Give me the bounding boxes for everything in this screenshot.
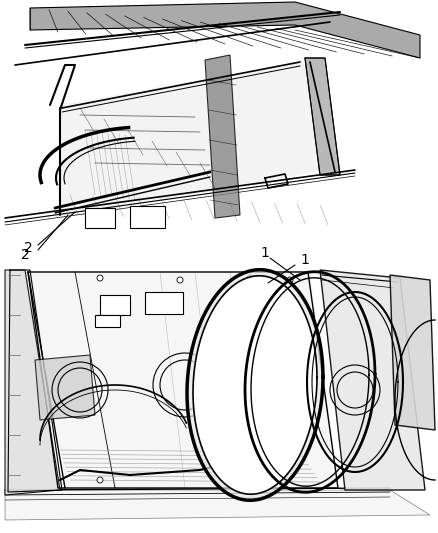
Polygon shape xyxy=(5,270,60,495)
Polygon shape xyxy=(187,270,323,500)
Polygon shape xyxy=(25,270,340,490)
Polygon shape xyxy=(390,275,435,430)
Text: 1: 1 xyxy=(261,246,269,260)
Circle shape xyxy=(97,477,103,483)
Polygon shape xyxy=(30,2,420,58)
Text: 2: 2 xyxy=(21,248,29,262)
Circle shape xyxy=(287,277,293,283)
Circle shape xyxy=(247,275,253,281)
Polygon shape xyxy=(205,55,240,218)
Text: 2: 2 xyxy=(24,241,32,255)
Circle shape xyxy=(97,275,103,281)
Polygon shape xyxy=(305,58,340,175)
Polygon shape xyxy=(193,276,317,494)
FancyBboxPatch shape xyxy=(130,206,165,228)
Circle shape xyxy=(247,479,253,485)
Bar xyxy=(95,315,120,327)
Bar xyxy=(100,295,130,315)
Polygon shape xyxy=(60,60,335,215)
Polygon shape xyxy=(35,355,95,420)
Polygon shape xyxy=(320,270,425,490)
Circle shape xyxy=(177,277,183,283)
Bar xyxy=(145,292,183,314)
Polygon shape xyxy=(5,490,430,520)
FancyBboxPatch shape xyxy=(85,208,115,228)
Text: 1: 1 xyxy=(300,253,309,267)
